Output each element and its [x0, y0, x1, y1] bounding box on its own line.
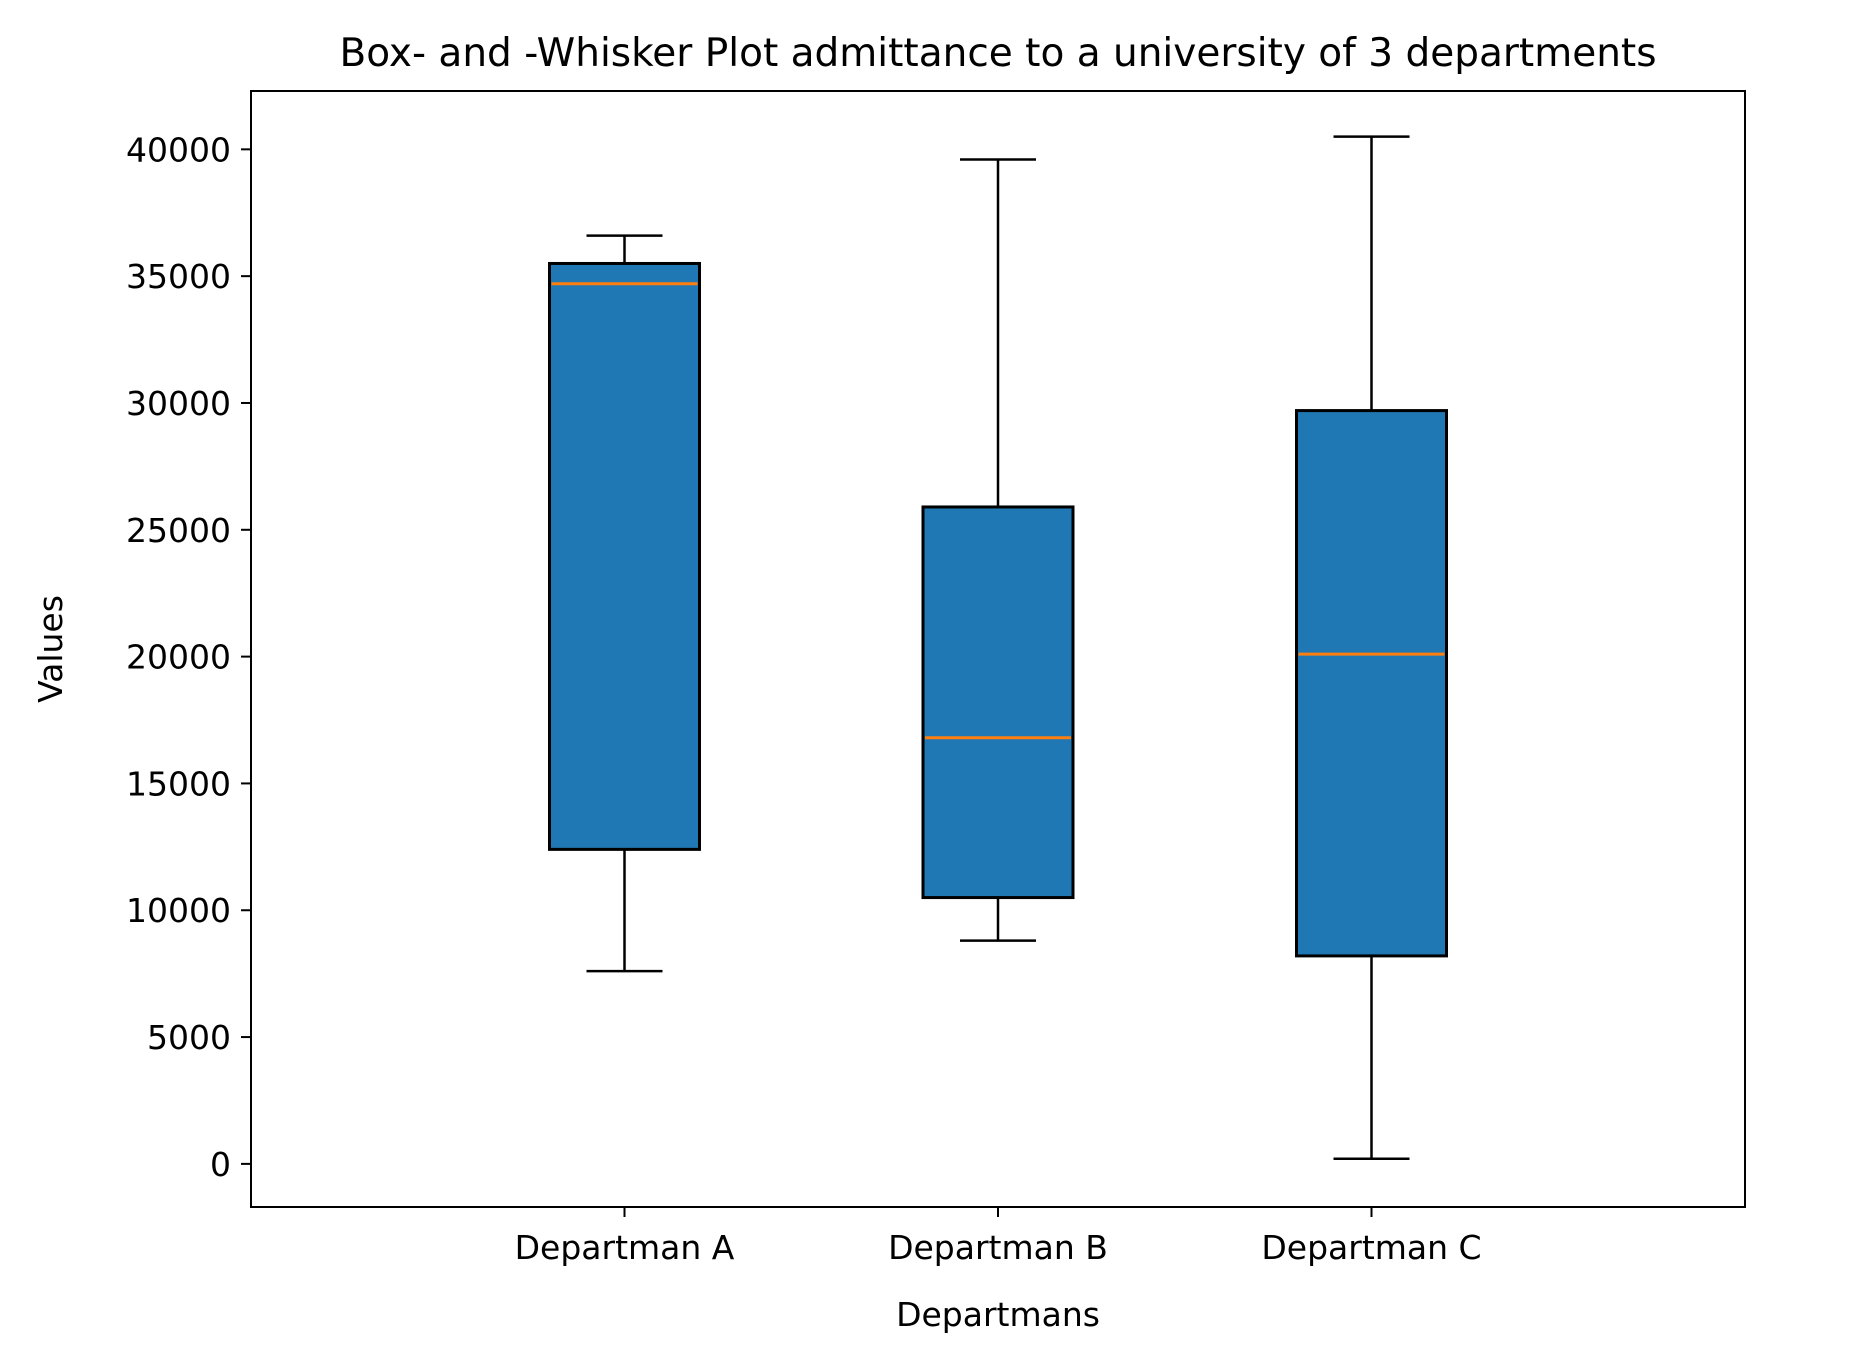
- iqr-box: [921, 505, 1075, 900]
- x-axis-ticks: Departman A Departman B Departman C: [515, 1207, 1482, 1267]
- y-axis-label: Values: [31, 595, 70, 703]
- y-tick-label: 15000: [126, 764, 231, 803]
- box-group: [548, 234, 701, 973]
- y-tick-label: 20000: [126, 638, 231, 677]
- y-tick-label: 35000: [126, 257, 231, 296]
- y-tick-label: 40000: [126, 130, 231, 169]
- x-tick-label: Departman A: [515, 1228, 735, 1267]
- x-tick-label: Departman C: [1261, 1228, 1481, 1267]
- y-tick-label: 5000: [147, 1018, 231, 1057]
- y-tick-label: 10000: [126, 891, 231, 930]
- y-tick-label: 30000: [126, 384, 231, 423]
- box-group: [921, 158, 1075, 942]
- y-tick-label: 25000: [126, 511, 231, 550]
- chart-title: Box- and -Whisker Plot admittance to a u…: [339, 31, 1656, 76]
- box-group: [1295, 135, 1448, 1161]
- x-tick-label: Departman B: [888, 1228, 1108, 1267]
- x-axis-label: Departmans: [896, 1295, 1100, 1334]
- plot-area-frame: [250, 90, 1746, 1208]
- iqr-box: [1295, 409, 1448, 958]
- y-axis-ticks: 0 5000 10000 15000 20000 25000 30000 35000 40000: [126, 130, 251, 1184]
- box-series: [548, 135, 1448, 1161]
- y-tick-label: 0: [210, 1145, 231, 1184]
- iqr-box: [548, 261, 701, 851]
